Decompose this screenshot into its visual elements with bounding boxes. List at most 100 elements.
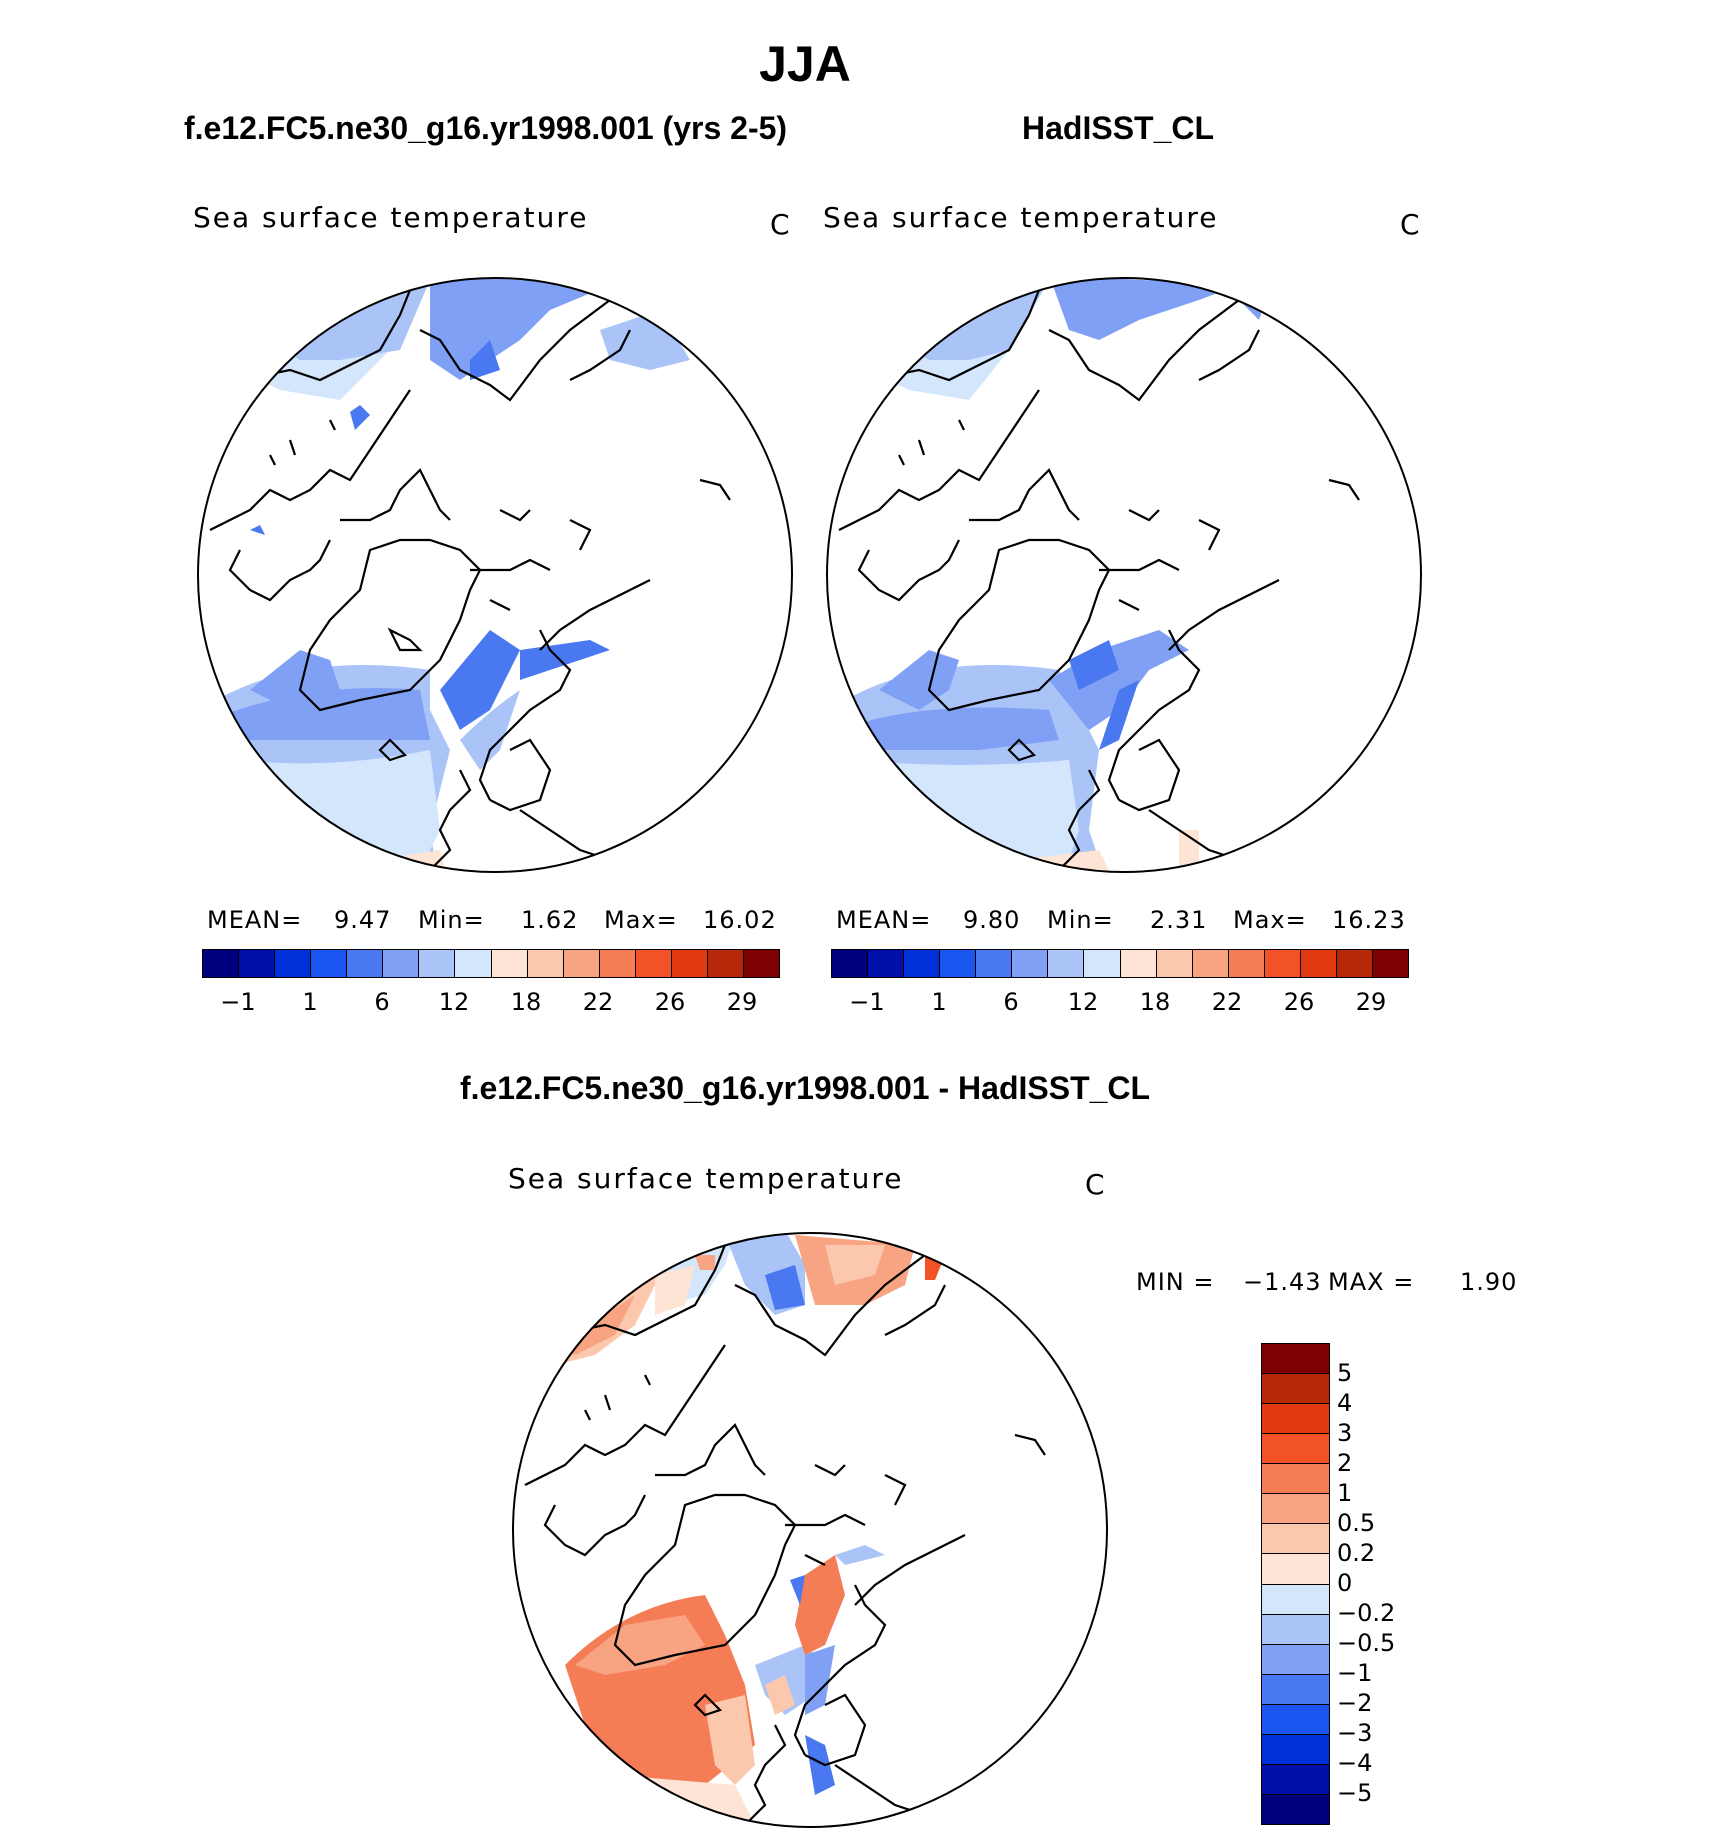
- diff-colorbar-swatch: [1262, 1434, 1329, 1465]
- diff-colorbar-swatch: [1262, 1524, 1329, 1555]
- panel2-max-label: Max=: [1233, 906, 1307, 934]
- diff-colorbar-swatch: [1262, 1614, 1329, 1645]
- colorbar-tick: 29: [726, 988, 758, 1016]
- diff-variable-label: Sea surface temperature: [508, 1162, 904, 1195]
- panel2-colorbar-swatch: [976, 950, 1013, 977]
- panel1-colorbar-swatch: [743, 950, 779, 977]
- colorbar-tick: 12: [438, 988, 470, 1016]
- panel2-units-label: C: [1400, 208, 1420, 241]
- panel1-colorbar-swatch: [491, 950, 528, 977]
- panel1-coastlines: [209, 279, 731, 871]
- diff-colorbar-swatch: [1262, 1494, 1329, 1525]
- colorbar-tick: 18: [510, 988, 542, 1016]
- diff-min-label: MIN =: [1136, 1268, 1215, 1296]
- diff-colorbar-swatch: [1262, 1344, 1329, 1375]
- panel2-colorbar-swatch: [1264, 950, 1301, 977]
- panel2-colorbar-swatch: [1336, 950, 1373, 977]
- panel2-colorbar-swatch: [904, 950, 941, 977]
- difference-colorbar-ticks: 5 4 3 2 1 0.5 0.2 0 −0.2 −0.5 −1 −2 −3 −…: [1337, 1343, 1437, 1823]
- colorbar-tick: 6: [1003, 988, 1019, 1016]
- colorbar-tick: 0.5: [1337, 1509, 1376, 1537]
- panel2-min-label: Min=: [1047, 906, 1114, 934]
- panel1-colorbar-swatch: [563, 950, 600, 977]
- panel2-polar-map: [826, 277, 1422, 873]
- colorbar-tick: 3: [1337, 1419, 1353, 1447]
- difference-coastlines: [524, 1234, 1046, 1826]
- panel1-colorbar-swatch: [635, 950, 672, 977]
- colorbar-tick: −3: [1337, 1719, 1373, 1747]
- season-title: JJA: [759, 36, 851, 92]
- panel2-colorbar-swatch: [1084, 950, 1121, 977]
- diff-colorbar-swatch: [1262, 1464, 1329, 1495]
- panel1-polar-map: [197, 277, 793, 873]
- panel2-colorbar-swatch: [1372, 950, 1408, 977]
- colorbar-tick: −4: [1337, 1749, 1373, 1777]
- panel1-colorbar-swatch: [311, 950, 348, 977]
- colorbar-tick: 22: [1211, 988, 1243, 1016]
- colorbar-tick: −1: [1337, 1659, 1373, 1687]
- panel2-colorbar-swatch: [1192, 950, 1229, 977]
- obs-case-title: HadISST_CL: [1022, 110, 1215, 146]
- panel1-colorbar-swatch: [527, 950, 564, 977]
- model-case-title: f.e12.FC5.ne30_g16.yr1998.001 (yrs 2-5): [184, 110, 788, 146]
- panel2-mean-value: 9.80: [963, 906, 1021, 934]
- colorbar-tick: 6: [374, 988, 390, 1016]
- panel2-colorbar-swatch: [1012, 950, 1049, 977]
- diff-colorbar-swatch: [1262, 1674, 1329, 1705]
- diff-colorbar-swatch: [1262, 1584, 1329, 1615]
- panel2-colorbar-swatch: [1228, 950, 1265, 977]
- panel1-mean-label: MEAN=: [207, 906, 303, 934]
- difference-title: f.e12.FC5.ne30_g16.yr1998.001 - HadISST_…: [459, 1070, 1151, 1106]
- panel1-colorbar: [202, 949, 780, 978]
- colorbar-tick: 26: [654, 988, 686, 1016]
- panel1-units-label: C: [770, 208, 790, 241]
- diff-max-label: MAX =: [1328, 1268, 1415, 1296]
- colorbar-tick: −0.5: [1337, 1629, 1396, 1657]
- panel2-max-value: 16.23: [1332, 906, 1406, 934]
- difference-sst-field: [545, 1233, 945, 1827]
- diff-colorbar-swatch: [1262, 1794, 1329, 1824]
- diff-colorbar-swatch: [1262, 1734, 1329, 1765]
- panel1-min-label: Min=: [418, 906, 485, 934]
- panel2-colorbar-swatch: [868, 950, 905, 977]
- colorbar-tick: 1: [1337, 1479, 1353, 1507]
- diff-max-value: 1.90: [1460, 1268, 1518, 1296]
- colorbar-tick: 4: [1337, 1389, 1353, 1417]
- panel1-colorbar-swatch: [419, 950, 456, 977]
- panel1-max-label: Max=: [604, 906, 678, 934]
- colorbar-tick: 0: [1337, 1569, 1353, 1597]
- diff-colorbar-swatch: [1262, 1764, 1329, 1795]
- diff-units-label: C: [1085, 1168, 1105, 1201]
- panel2-colorbar-ticks: −1 1 6 12 18 22 26 29: [831, 988, 1551, 1016]
- panel2-colorbar-swatch: [1300, 950, 1337, 977]
- colorbar-tick: −0.2: [1337, 1599, 1396, 1627]
- panel2-min-value: 2.31: [1150, 906, 1208, 934]
- panel1-mean-value: 9.47: [334, 906, 392, 934]
- panel2-colorbar-swatch: [832, 950, 869, 977]
- panel2-colorbar-swatch: [1048, 950, 1085, 977]
- panel1-max-value: 16.02: [703, 906, 777, 934]
- panel2-colorbar-swatch: [1156, 950, 1193, 977]
- diff-colorbar-swatch: [1262, 1644, 1329, 1675]
- colorbar-tick: 1: [302, 988, 318, 1016]
- panel1-colorbar-swatch: [383, 950, 420, 977]
- colorbar-tick: −1: [849, 988, 885, 1016]
- colorbar-tick: 18: [1139, 988, 1171, 1016]
- panel1-colorbar-swatch: [599, 950, 636, 977]
- panel1-colorbar-swatch: [455, 950, 492, 977]
- colorbar-tick: 0.2: [1337, 1539, 1376, 1567]
- panel1-colorbar-swatch: [347, 950, 384, 977]
- diff-colorbar-swatch: [1262, 1404, 1329, 1435]
- difference-polar-map: [512, 1232, 1108, 1828]
- colorbar-tick: 29: [1355, 988, 1387, 1016]
- panel2-variable-label: Sea surface temperature: [823, 201, 1219, 234]
- colorbar-tick: 26: [1283, 988, 1315, 1016]
- colorbar-tick: −1: [220, 988, 256, 1016]
- panel1-colorbar-ticks: −1 1 6 12 18 22 26 29: [202, 988, 922, 1016]
- panel1-colorbar-swatch: [707, 950, 744, 977]
- panel2-coastlines: [838, 279, 1360, 871]
- colorbar-tick: 12: [1067, 988, 1099, 1016]
- diff-colorbar-swatch: [1262, 1374, 1329, 1405]
- colorbar-tick: 1: [931, 988, 947, 1016]
- panel1-colorbar-swatch: [275, 950, 312, 977]
